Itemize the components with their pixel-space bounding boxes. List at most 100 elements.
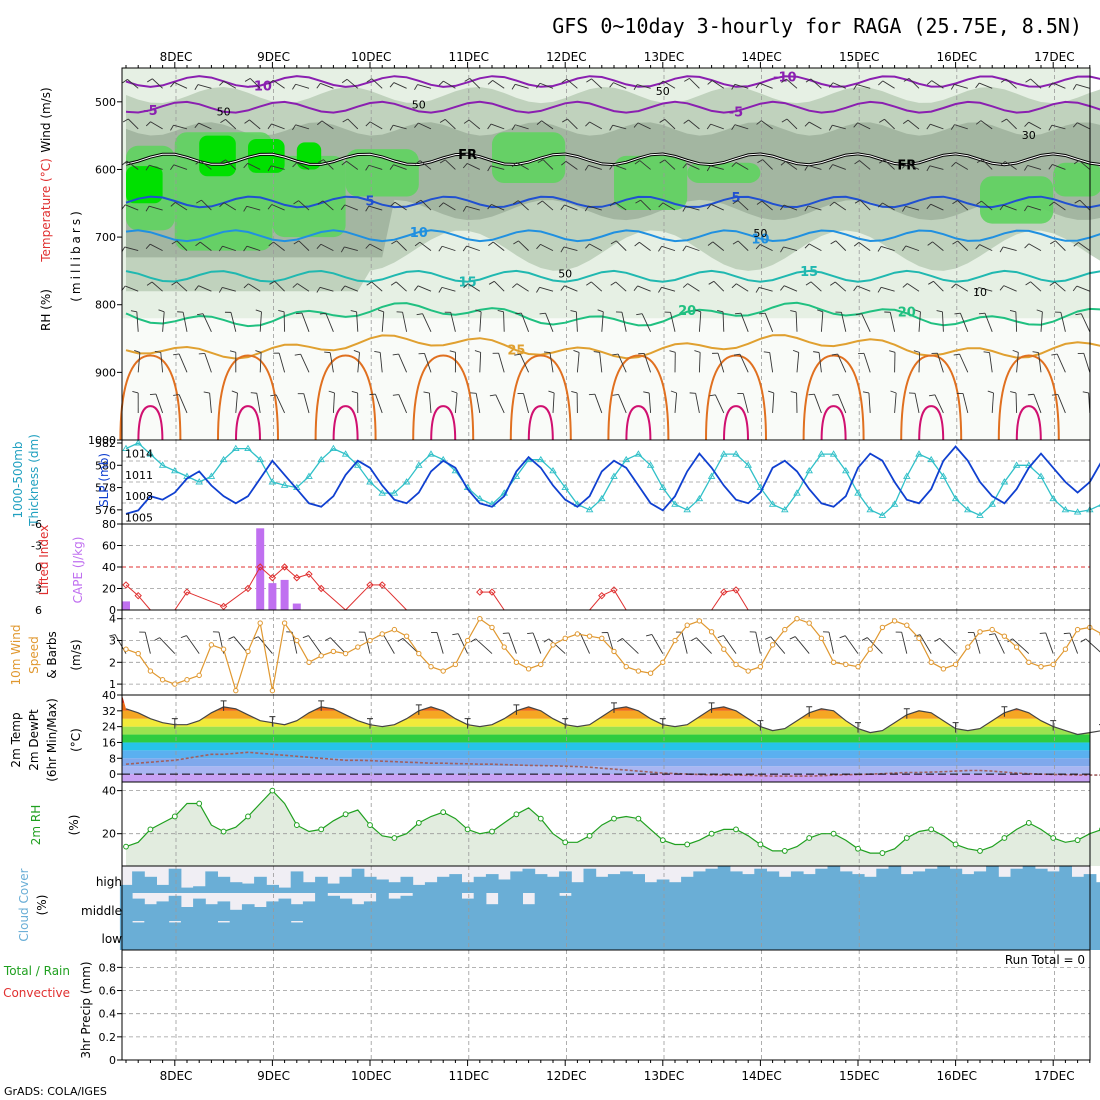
temperature-contour-label: -5 bbox=[729, 105, 743, 120]
wind-barb-flag bbox=[561, 78, 567, 83]
wind-speed-point bbox=[416, 650, 422, 657]
wind-barb-flag bbox=[902, 163, 907, 169]
date-label-top: 9DEC bbox=[257, 50, 290, 64]
temperature-contour-label: 20 bbox=[898, 306, 916, 321]
wind-barb bbox=[859, 160, 871, 170]
wind-barb bbox=[321, 120, 334, 130]
wind-barb-flag bbox=[203, 391, 210, 394]
cloud-bar-middle bbox=[510, 893, 523, 921]
cloud-bar-high bbox=[351, 868, 365, 893]
rh-contour-label: 50 bbox=[412, 99, 426, 112]
wind-barb bbox=[907, 283, 920, 292]
wind-speed-point bbox=[257, 620, 263, 626]
wind-barb bbox=[1077, 122, 1090, 130]
rh-contour-label: 50 bbox=[558, 268, 572, 281]
wind-barb-flag bbox=[158, 309, 165, 313]
y-tick-label: 0.6 bbox=[99, 985, 117, 998]
wind-barb-flag bbox=[951, 283, 957, 289]
wind-barb-flag bbox=[377, 309, 384, 313]
wind-barb bbox=[137, 352, 141, 373]
wind-barb bbox=[319, 286, 334, 292]
thickness-point bbox=[951, 494, 960, 502]
cloud-bar-low bbox=[790, 921, 804, 950]
date-label-top: 11DEC bbox=[449, 50, 489, 64]
rh-point bbox=[855, 845, 861, 852]
wind-barb-flag bbox=[789, 636, 796, 640]
wind-barb-flag bbox=[389, 82, 395, 88]
cloud-bar-high bbox=[156, 884, 170, 893]
wind-barb bbox=[259, 352, 262, 373]
wind-barb-flag bbox=[914, 309, 921, 313]
wind-speed-point bbox=[428, 663, 434, 670]
wind-barb-flag bbox=[805, 281, 812, 286]
cloud-bar-high bbox=[949, 868, 963, 893]
wind-barb bbox=[492, 241, 505, 251]
wind-barb-flag bbox=[804, 121, 810, 127]
wind-barb-flag bbox=[902, 119, 909, 125]
cloud-bar-high bbox=[449, 874, 462, 893]
wind-barb bbox=[981, 159, 993, 170]
wind-speed-point bbox=[965, 644, 971, 650]
upper-rh-label: RH (%) bbox=[39, 289, 53, 331]
wind-speed-point bbox=[818, 635, 825, 642]
wind-barb-flag bbox=[586, 281, 592, 286]
rh-point bbox=[684, 841, 691, 848]
cloud-bar-low bbox=[1071, 921, 1085, 950]
wind-speed-point bbox=[464, 637, 471, 644]
wind-barb-flag bbox=[780, 161, 786, 166]
wind-barb-flag bbox=[316, 83, 321, 89]
wind-barb bbox=[274, 280, 285, 292]
thickness-point bbox=[427, 450, 435, 457]
thickness-point bbox=[720, 450, 728, 457]
wind-barb-flag bbox=[717, 310, 724, 313]
wind-barb-flag bbox=[1000, 78, 1007, 83]
li-point bbox=[219, 602, 228, 611]
wind-barb-flag bbox=[707, 80, 713, 85]
rh-contour-label: 30 bbox=[1022, 129, 1036, 142]
wind-barb-flag bbox=[1039, 632, 1046, 634]
rh-point bbox=[757, 841, 764, 848]
wind-barb bbox=[901, 632, 908, 654]
wind-barb bbox=[201, 199, 212, 211]
wind-barb bbox=[516, 162, 529, 170]
rh-point bbox=[293, 822, 300, 828]
cloud-bar-high bbox=[681, 876, 694, 893]
wind-barb-flag bbox=[952, 200, 958, 205]
wind-barb-flag bbox=[548, 390, 555, 394]
li-line-segment bbox=[247, 566, 261, 589]
wind-barb bbox=[759, 82, 773, 89]
thickness-point bbox=[732, 450, 740, 457]
wind-barb bbox=[247, 162, 261, 170]
wind-barb-flag bbox=[755, 82, 760, 89]
cloud-bar-middle bbox=[559, 895, 572, 921]
cloud-bar-middle bbox=[973, 893, 987, 921]
temp-loop-35 bbox=[430, 405, 457, 441]
wind-barb bbox=[674, 392, 678, 413]
wind-barb-flag bbox=[365, 243, 371, 249]
cloud-bar-low bbox=[412, 921, 426, 950]
wind-barb bbox=[662, 80, 676, 89]
wind-speed-point bbox=[684, 622, 690, 628]
wind-barb-flag bbox=[487, 80, 493, 85]
wind-barb-flag bbox=[983, 351, 990, 353]
wind-barb-flag bbox=[487, 165, 492, 172]
wind-barb bbox=[256, 393, 261, 414]
wind-barb-flag bbox=[861, 637, 868, 641]
wind-barb-flag bbox=[926, 203, 932, 210]
thickness-point bbox=[927, 455, 935, 463]
temp-label-1: 2m Temp bbox=[9, 712, 23, 767]
date-label-bottom: 15DEC bbox=[839, 1069, 879, 1083]
thickness-point bbox=[122, 444, 130, 452]
wind-barb bbox=[303, 393, 310, 414]
wind-barb-flag bbox=[975, 120, 982, 125]
wind-barb-flag bbox=[389, 124, 394, 131]
cloud-bar-low bbox=[180, 921, 194, 950]
cloud-bar-high bbox=[656, 879, 670, 893]
wind-barb bbox=[125, 204, 139, 211]
wind-barb bbox=[1002, 246, 1017, 252]
cloud-bar-low bbox=[388, 921, 401, 950]
li-point bbox=[732, 586, 740, 594]
wind-barb bbox=[149, 205, 163, 211]
cloud-bar-high bbox=[388, 882, 401, 893]
wind-barb bbox=[589, 243, 603, 252]
